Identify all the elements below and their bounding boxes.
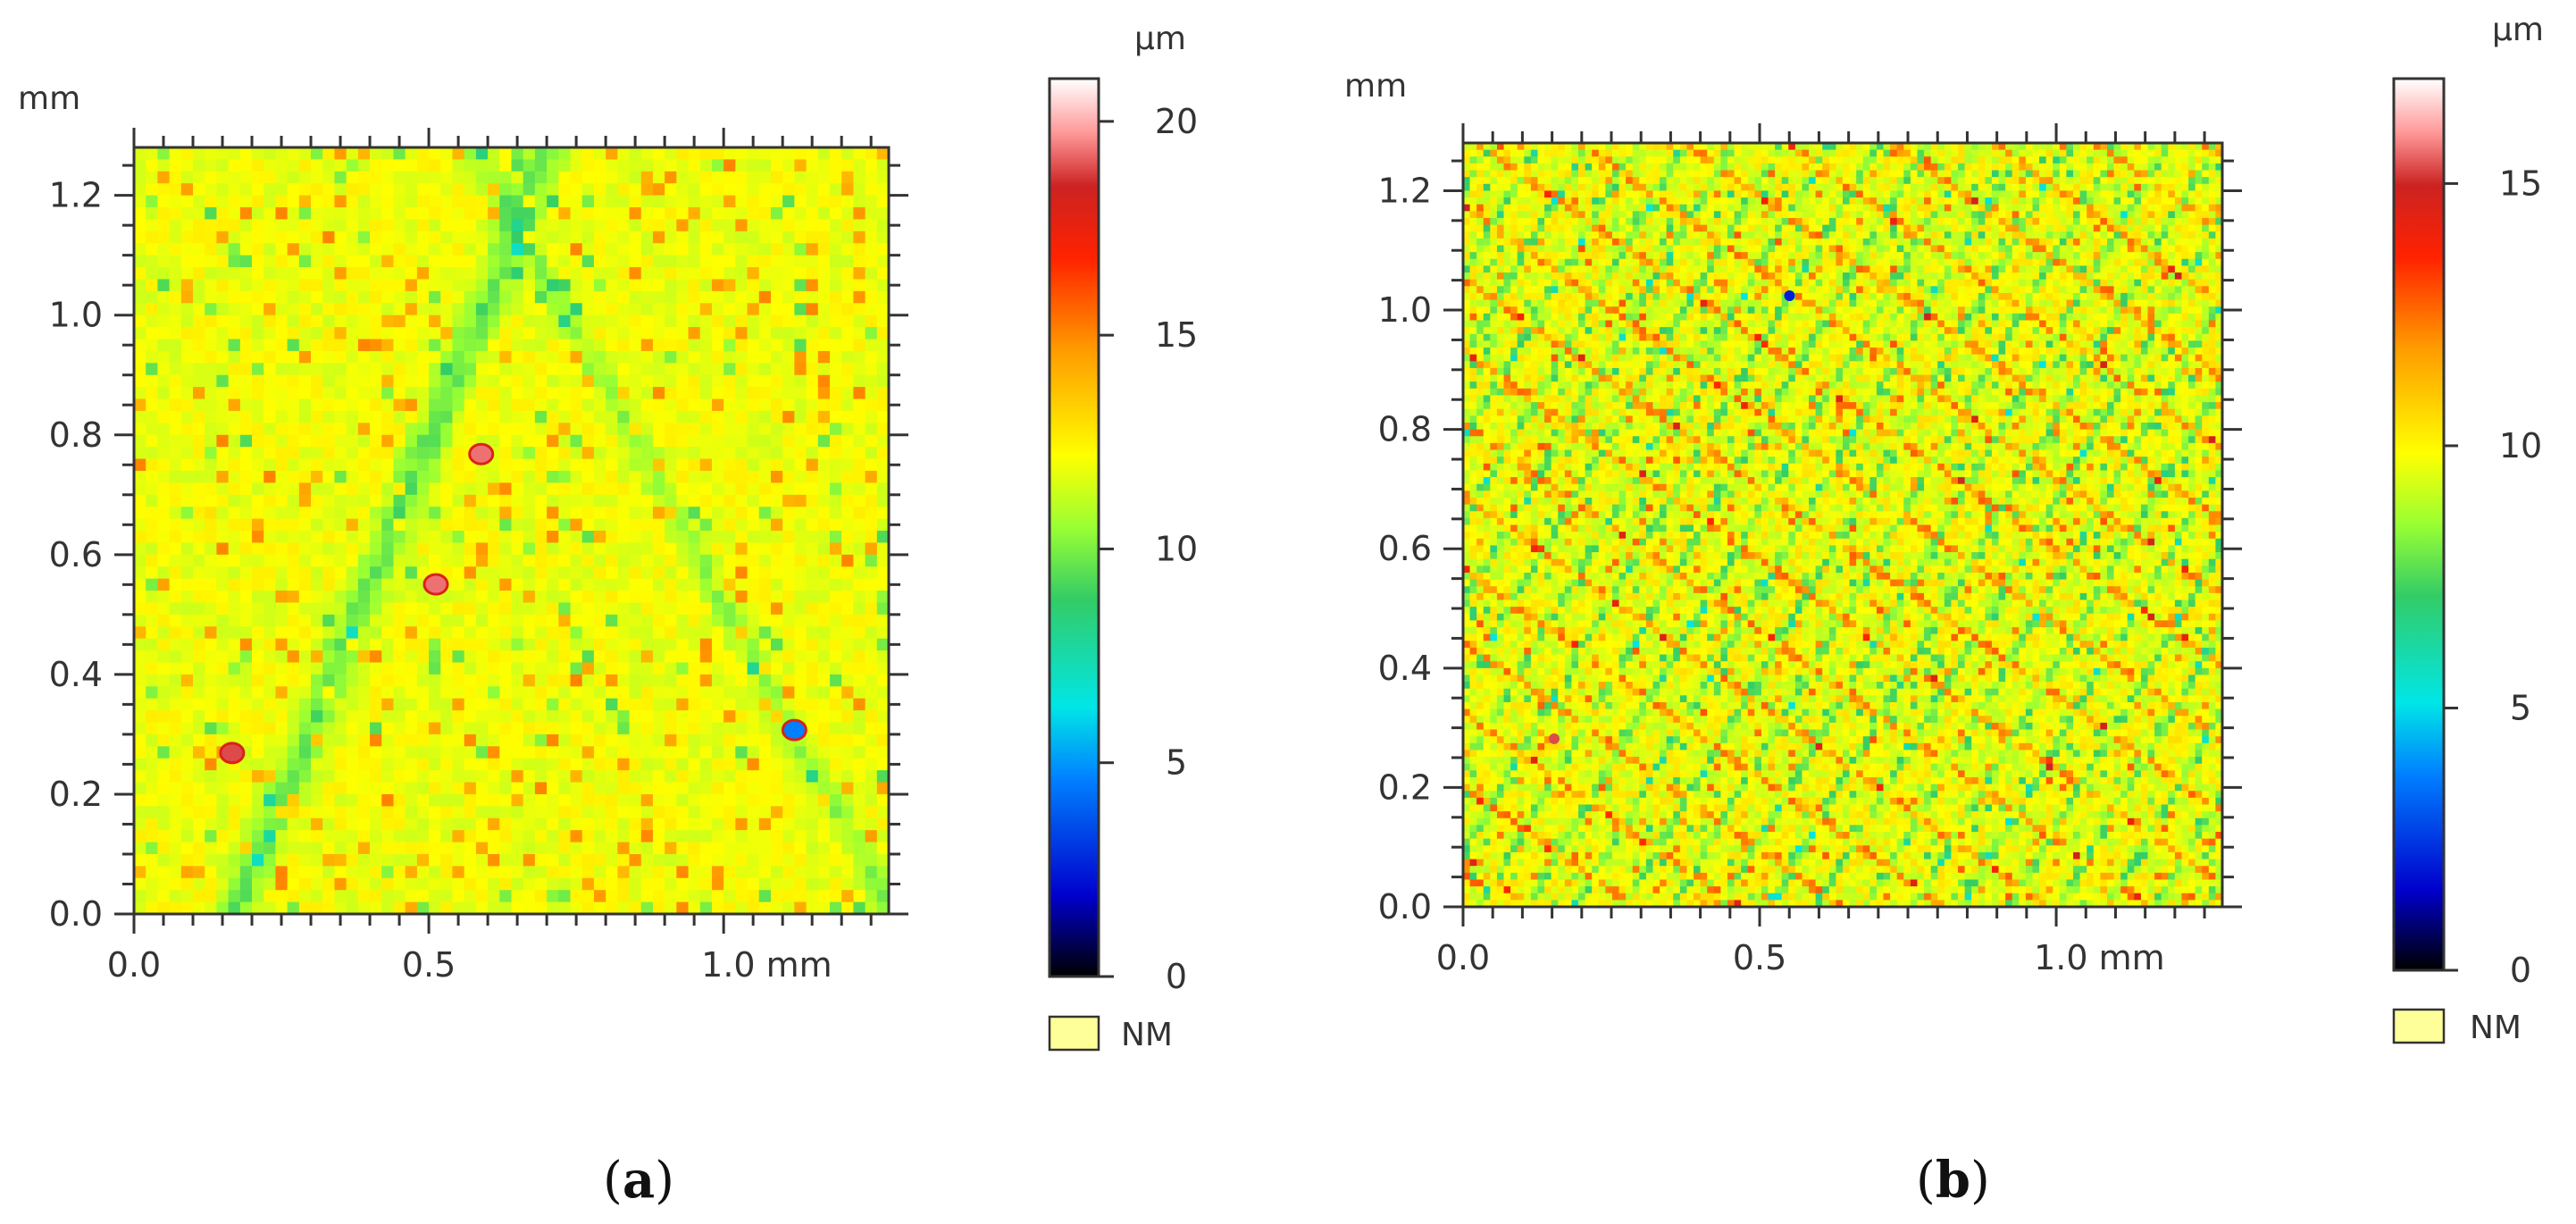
y-tick-label: 0.8	[49, 415, 103, 455]
colorbar-tick-label: 20	[1155, 102, 1198, 141]
y-tick-label: 1.0	[49, 296, 103, 335]
x-tick-label: 1.0 mm	[2034, 938, 2165, 977]
panel-b: mm 0.0 0.2 0.4 0.6 0.8 1.0 1.2 0.0 0.5 1.0 mm µm…	[1344, 12, 2544, 1210]
caption-b: (b)	[1916, 1151, 1990, 1210]
colorbar-tick-labels: 0 5 10 15	[2444, 163, 2542, 990]
colorbar-tick-label: 10	[2499, 426, 2542, 465]
axis-ticks	[1443, 123, 2242, 926]
colorbar-tick-label: 15	[2499, 163, 2542, 203]
caption-a: (a)	[603, 1151, 674, 1210]
y-tick-labels: 0.0 0.2 0.4 0.6 0.8 1.0 1.2	[49, 176, 103, 934]
nm-label: NM	[2470, 1010, 2522, 1046]
x-tick-labels: 0.0 0.5 1.0 mm	[107, 945, 832, 985]
y-tick-label: 1.2	[49, 176, 103, 215]
x-tick-label: 0.0	[107, 945, 161, 985]
colorbar-tick-label: 0	[2510, 951, 2531, 990]
y-tick-label: 0.0	[1378, 887, 1432, 926]
y-tick-label: 1.0	[1378, 290, 1432, 330]
y-unit-label: mm	[18, 80, 80, 117]
y-tick-label: 0.4	[1378, 649, 1432, 688]
y-unit-label: mm	[1344, 68, 1407, 105]
nm-swatch	[1048, 1015, 1100, 1052]
caption-letter: a	[623, 1151, 655, 1210]
colorbar-tick-label: 15	[1155, 315, 1198, 355]
x-tick-label: 0.5	[1733, 938, 1786, 977]
y-tick-label: 0.8	[1378, 410, 1432, 449]
y-tick-label: 0.4	[49, 655, 103, 694]
colorbar-tick-label: 0	[1166, 957, 1187, 996]
colorbar	[2392, 77, 2446, 972]
x-tick-label: 0.0	[1436, 938, 1490, 977]
colorbar-tick-label: 5	[1166, 743, 1187, 783]
y-tick-label: 1.2	[1378, 171, 1432, 210]
panel-a: mm 0.0 0.2 0.4 0.6 0.8 1.0 1.2 0.0 0.5 1.0 mm µm…	[18, 21, 1198, 1210]
heatmap-surface	[134, 147, 889, 914]
nm-swatch	[2392, 1008, 2446, 1044]
colorbar-unit: µm	[2492, 12, 2544, 48]
y-tick-label: 0.2	[1378, 767, 1432, 807]
y-tick-label: 0.6	[1378, 529, 1432, 568]
heatmap-surface	[1463, 143, 2222, 907]
y-tick-label: 0.2	[49, 775, 103, 814]
plot-frame	[132, 146, 891, 916]
x-tick-label: 1.0 mm	[701, 945, 832, 985]
colorbar	[1048, 77, 1100, 978]
colorbar-tick-label: 5	[2510, 688, 2531, 727]
axis-ticks	[114, 128, 908, 934]
y-tick-labels: 0.0 0.2 0.4 0.6 0.8 1.0 1.2	[1378, 171, 1432, 926]
nm-label: NM	[1121, 1017, 1173, 1053]
x-tick-label: 0.5	[402, 945, 456, 985]
plot-frame	[1461, 141, 2224, 909]
caption-letter: b	[1936, 1151, 1970, 1210]
colorbar-unit: µm	[1134, 21, 1186, 57]
colorbar-tick-label: 10	[1155, 529, 1198, 568]
colorbar-tick-labels: 0 5 10 15 20	[1100, 102, 1198, 996]
y-tick-label: 0.6	[49, 535, 103, 574]
y-tick-label: 0.0	[49, 894, 103, 934]
x-tick-labels: 0.0 0.5 1.0 mm	[1436, 938, 2165, 977]
